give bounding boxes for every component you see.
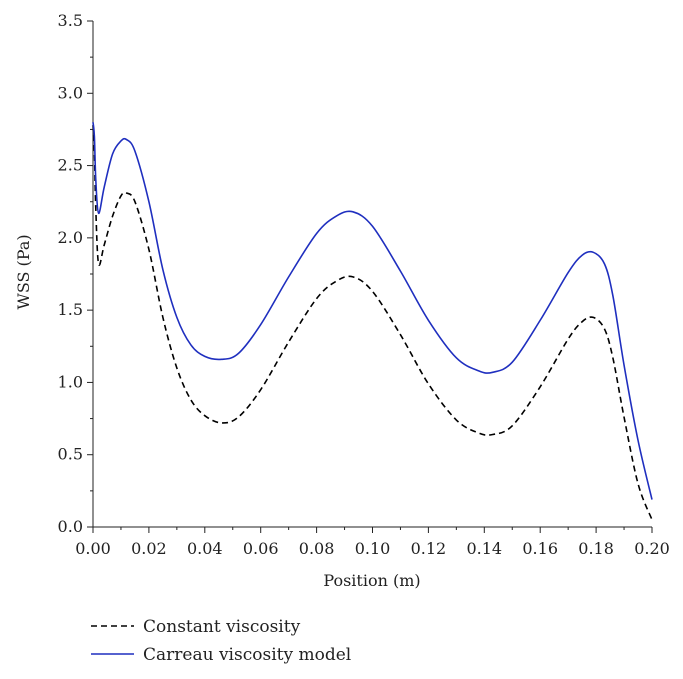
x-axis-title: Position (m) bbox=[323, 571, 420, 590]
x-tick-label: 0.16 bbox=[522, 539, 558, 558]
x-tick-label: 0.08 bbox=[299, 539, 335, 558]
x-tick-label: 0.04 bbox=[187, 539, 223, 558]
x-tick-label: 0.00 bbox=[75, 539, 111, 558]
y-tick-label: 3.5 bbox=[58, 11, 83, 30]
series-line-carreau-viscosity-model bbox=[92, 122, 653, 500]
x-tick-label: 0.06 bbox=[243, 539, 279, 558]
x-tick-label: 0.12 bbox=[411, 539, 447, 558]
legend: Constant viscosity Carreau viscosity mod… bbox=[91, 617, 351, 665]
y-axis-title: WSS (Pa) bbox=[14, 234, 33, 309]
legend-label-carreau-viscosity-model: Carreau viscosity model bbox=[143, 645, 351, 665]
series-line-constant-viscosity bbox=[92, 125, 653, 521]
x-tick-label: 0.20 bbox=[634, 539, 670, 558]
y-tick-label: 3.0 bbox=[58, 83, 83, 102]
y-tick-label: 1.0 bbox=[58, 372, 83, 391]
y-tick-label: 2.5 bbox=[58, 156, 83, 175]
y-tick-label: 2.0 bbox=[58, 228, 83, 247]
x-tick-label: 0.10 bbox=[355, 539, 391, 558]
x-tick-label: 0.14 bbox=[466, 539, 502, 558]
y-tick-label: 1.5 bbox=[58, 300, 83, 319]
y-tick-label: 0.0 bbox=[58, 517, 83, 536]
series-layer bbox=[92, 122, 653, 521]
y-tick-label: 0.5 bbox=[58, 445, 83, 464]
x-tick-label: 0.02 bbox=[131, 539, 167, 558]
legend-label-constant-viscosity: Constant viscosity bbox=[143, 617, 301, 637]
x-tick-label: 0.18 bbox=[578, 539, 614, 558]
axes-layer: 0.00 0.02 0.04 0.06 0.08 0.10 0.12 0.14 0.16 0.18… bbox=[58, 11, 670, 558]
